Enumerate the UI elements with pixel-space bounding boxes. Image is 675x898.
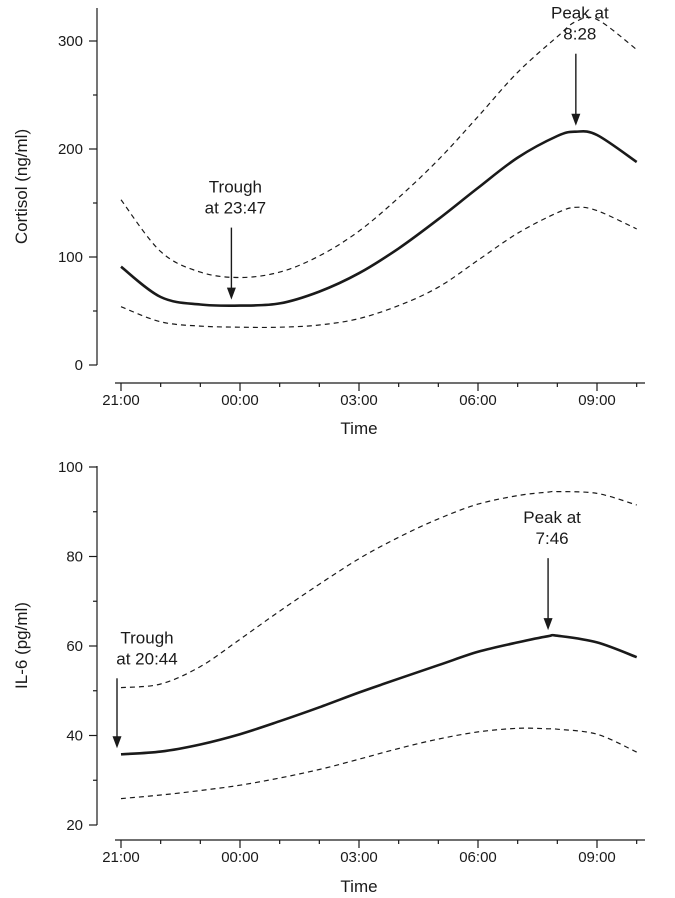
y-tick-label: 80 [66, 549, 83, 566]
x-tick-label: 21:00 [102, 849, 140, 866]
upper-bound-curve [120, 16, 638, 279]
x-tick-label: 00:00 [221, 392, 259, 409]
annotation-line: at 20:44 [116, 649, 177, 668]
x-tick-label: 03:00 [340, 849, 378, 866]
annotation-line: Peak at [523, 508, 581, 527]
x-tick-label: 21:00 [102, 392, 140, 409]
mean-curve [120, 130, 638, 308]
x-tick-label: 03:00 [340, 392, 378, 409]
x-tick-label: 00:00 [221, 849, 259, 866]
annotation-line: Peak at [551, 4, 609, 23]
y-tick-label: 100 [58, 249, 83, 266]
y-axis-title: IL-6 (pg/ml) [12, 602, 31, 689]
y-tick-label: 0 [75, 357, 83, 374]
x-axis-title: Time [340, 877, 377, 896]
annotation-arrow-head [112, 736, 122, 749]
x-tick-label: 06:00 [459, 849, 497, 866]
y-tick-label: 100 [58, 459, 83, 476]
y-tick-label: 40 [66, 728, 83, 745]
y-tick-label: 200 [58, 141, 83, 158]
lower-bound-curve [120, 206, 637, 329]
x-axis-title: Time [340, 419, 377, 438]
chart-panel-2: 20 40 60 80 100 21:00 00:00 03:00 06:00 09:00 Time… [12, 459, 645, 896]
annotation-arrow-head [571, 113, 581, 126]
annotation-line: at 23:47 [205, 199, 266, 218]
annotation-line: 8:28 [563, 25, 596, 44]
x-tick-label: 06:00 [459, 392, 497, 409]
y-axis-title: Cortisol (ng/ml) [12, 129, 31, 244]
mean-curve [120, 633, 638, 756]
annotation-line: Trough [120, 628, 173, 647]
lower-bound-curve [120, 727, 637, 800]
x-tick-label: 09:00 [578, 849, 616, 866]
annotation-line: 7:46 [536, 529, 569, 548]
y-tick-label: 60 [66, 638, 83, 655]
chart-panel-1: 0 100 200 300 21:00 00:00 03:00 06:00 09:00 Time C… [12, 4, 645, 438]
annotation-arrow-head [543, 618, 553, 631]
y-tick-label: 20 [66, 817, 83, 834]
y-tick-label: 300 [58, 33, 83, 50]
x-tick-label: 09:00 [578, 392, 616, 409]
annotation-line: Trough [209, 178, 262, 197]
annotation-arrow-head [226, 287, 236, 300]
